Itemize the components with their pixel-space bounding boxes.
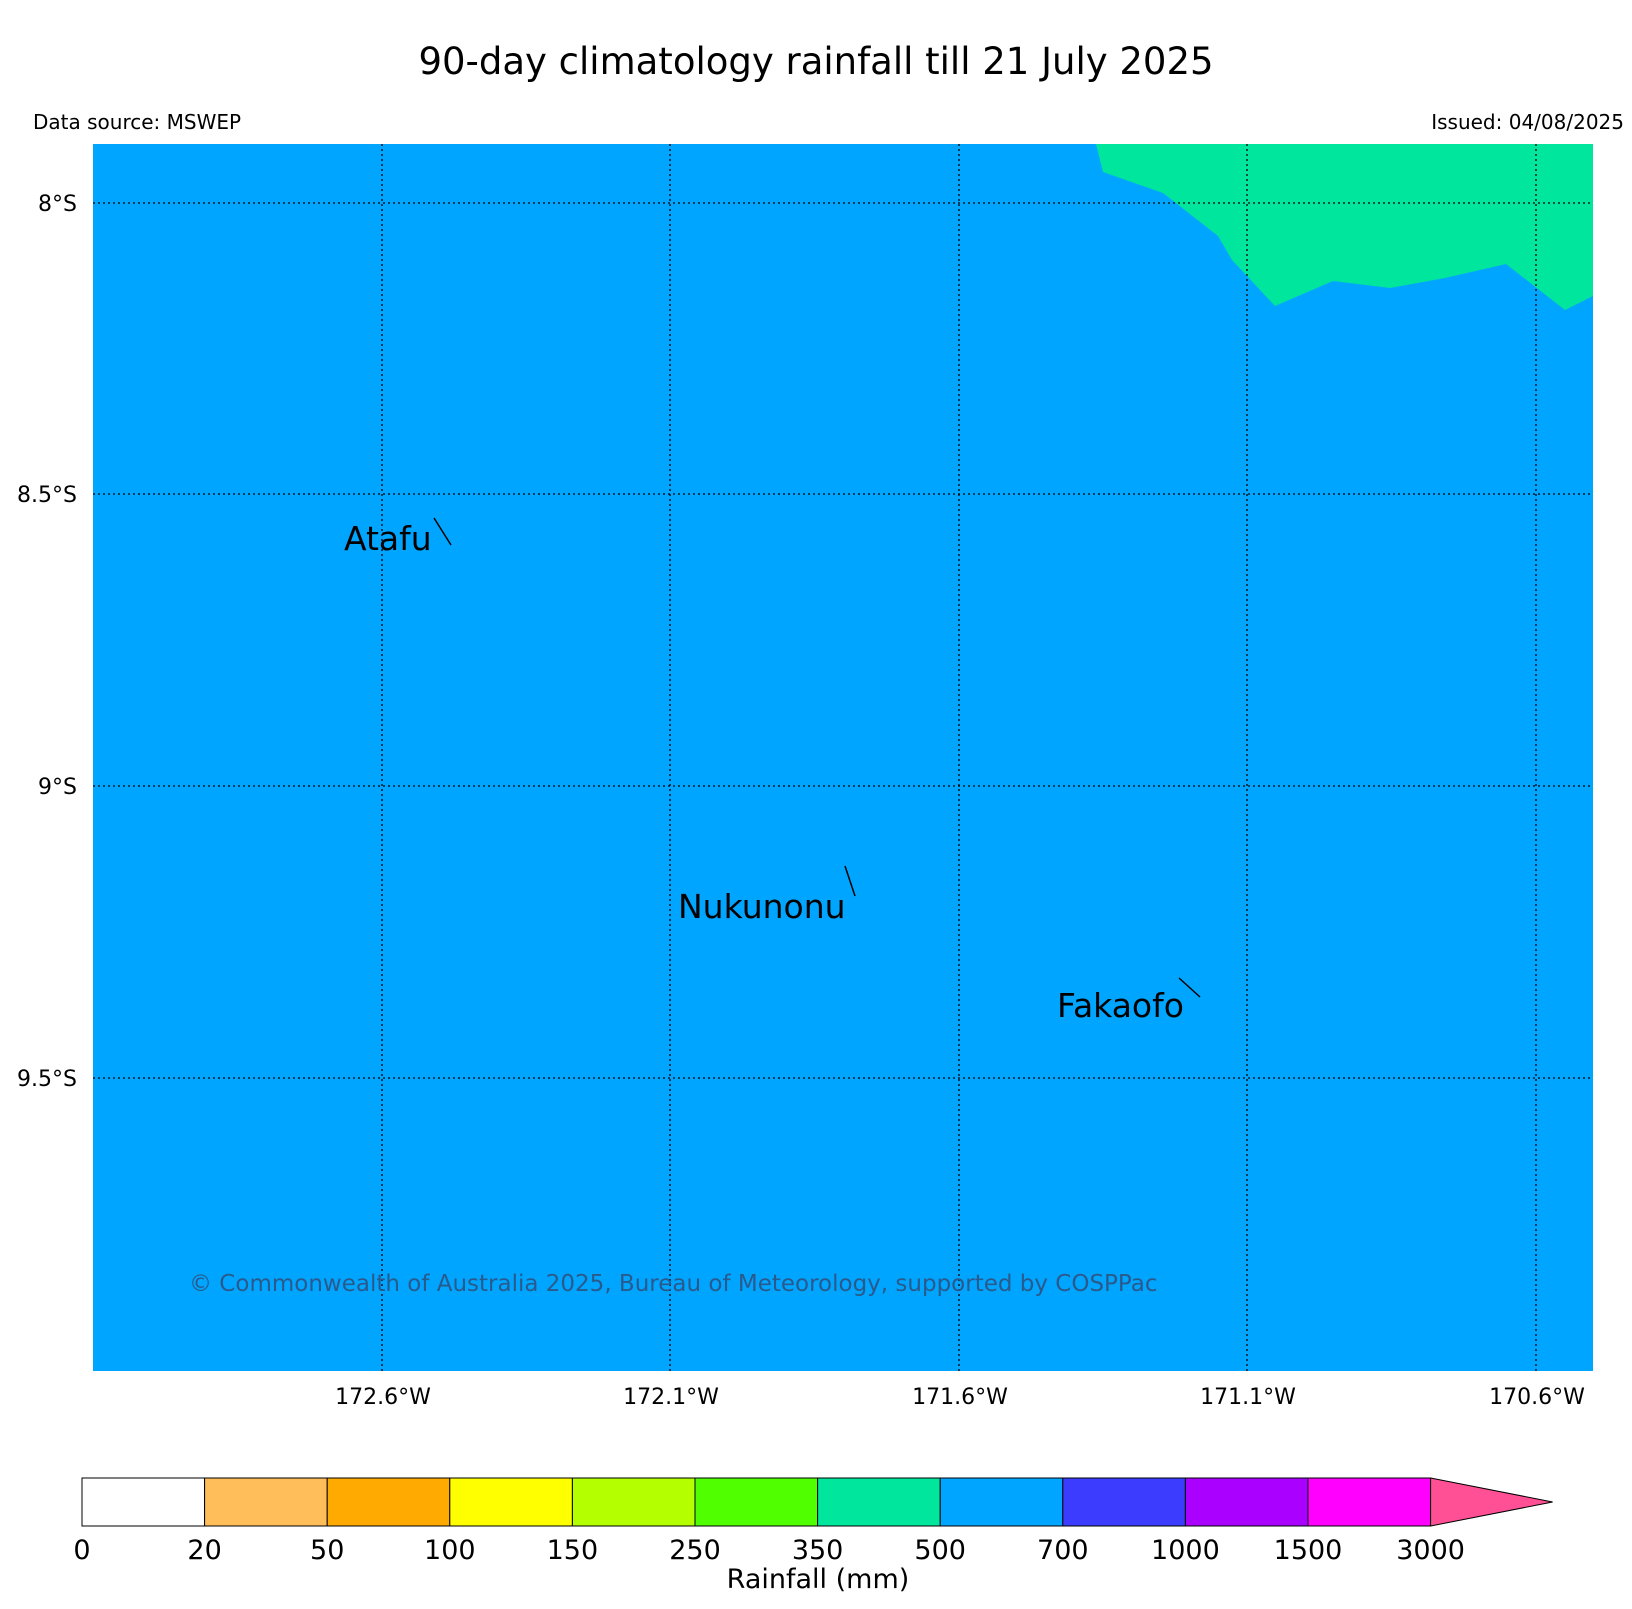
atafu-atoll-outline xyxy=(433,517,452,546)
ocean-rainfall-field xyxy=(93,144,1593,1371)
copyright-notice: © Commonwealth of Australia 2025, Bureau… xyxy=(189,1271,1158,1297)
colorbar-segment xyxy=(571,1477,696,1527)
fakaofo-atoll-outline xyxy=(1178,977,1201,998)
lat-label: 8°S xyxy=(38,192,77,217)
lon-label: 171.1°W xyxy=(1200,1385,1296,1410)
colorbar-tick-label: 50 xyxy=(310,1535,344,1566)
graticule xyxy=(93,144,1593,1371)
colorbar-extend-arrow xyxy=(1430,1477,1553,1527)
colorbar-tick-label: 1000 xyxy=(1151,1535,1220,1566)
colorbar-tick-label: 3000 xyxy=(1396,1535,1465,1566)
map-title: 90-day climatology rainfall till 21 July… xyxy=(418,40,1214,83)
colorbar: 0 20 50 100 150 250 350 500 700 1000 1500 3000 xyxy=(73,1477,1553,1566)
colorbar-segment xyxy=(1307,1477,1432,1527)
nukunonu-atoll-outline xyxy=(844,865,856,897)
colorbar-tick-label: 0 xyxy=(73,1535,90,1566)
place-label-nukunonu: Nukunonu xyxy=(678,887,846,926)
lat-label: 9°S xyxy=(38,775,77,800)
lat-label: 8.5°S xyxy=(17,483,77,508)
lon-label: 170.6°W xyxy=(1489,1385,1585,1410)
lat-label: 9.5°S xyxy=(17,1067,77,1092)
colorbar-segment xyxy=(939,1477,1064,1527)
colorbar-segment xyxy=(326,1477,451,1527)
issued-date-label: Issued: 04/08/2025 xyxy=(1431,110,1624,134)
lon-label: 171.6°W xyxy=(912,1385,1008,1410)
high-rainfall-region xyxy=(1096,144,1593,310)
lon-label: 172.1°W xyxy=(623,1385,719,1410)
map-panel: Atafu Nukunonu Fakaofo © Commonwealth of… xyxy=(93,144,1593,1371)
colorbar-tick-label: 150 xyxy=(547,1535,599,1566)
lon-label: 172.6°W xyxy=(335,1385,431,1410)
colorbar-tick-label: 700 xyxy=(1037,1535,1089,1566)
colorbar-tick-label: 100 xyxy=(424,1535,476,1566)
colorbar-tick-label: 350 xyxy=(792,1535,844,1566)
colorbar-segment xyxy=(81,1477,206,1527)
colorbar-segment xyxy=(694,1477,819,1527)
place-label-atafu: Atafu xyxy=(344,519,432,558)
colorbar-title: Rainfall (mm) xyxy=(727,1564,910,1595)
colorbar-segment xyxy=(1062,1477,1186,1527)
colorbar-tick-label: 500 xyxy=(914,1535,966,1566)
place-label-fakaofo: Fakaofo xyxy=(1057,986,1184,1025)
colorbar-segment xyxy=(204,1477,328,1527)
colorbar-tick-label: 20 xyxy=(187,1535,221,1566)
colorbar-segment xyxy=(449,1477,573,1527)
colorbar-tick-label: 1500 xyxy=(1274,1535,1343,1566)
colorbar-segment xyxy=(1184,1477,1309,1527)
data-source-label: Data source: MSWEP xyxy=(33,110,242,134)
colorbar-segment xyxy=(817,1477,941,1527)
colorbar-tick-label: 250 xyxy=(669,1535,721,1566)
